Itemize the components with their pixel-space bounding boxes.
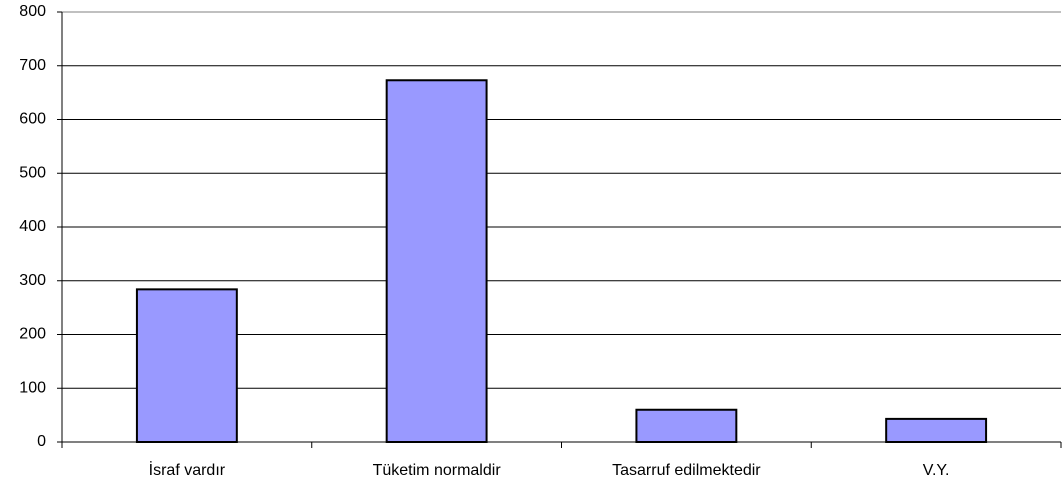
y-tick-label: 200 <box>19 326 46 343</box>
x-tick-label: Tasarruf edilmektedir <box>612 462 761 479</box>
y-tick-label: 300 <box>19 272 46 289</box>
bar <box>885 417 988 444</box>
x-tick-label: Tüketim normaldir <box>373 462 502 479</box>
y-tick-label: 600 <box>19 111 46 128</box>
y-tick-label: 100 <box>19 379 46 396</box>
y-tick-label: 700 <box>19 57 46 74</box>
y-tick-label: 400 <box>19 218 46 235</box>
y-tick-label: 0 <box>37 433 46 450</box>
bar <box>385 79 488 443</box>
y-tick-label: 800 <box>19 3 46 20</box>
bar <box>635 408 738 443</box>
x-tick-label: İsraf vardır <box>149 460 226 479</box>
y-tick-label: 500 <box>19 164 46 181</box>
x-tick-label: V.Y. <box>923 462 950 479</box>
bar <box>135 288 238 443</box>
